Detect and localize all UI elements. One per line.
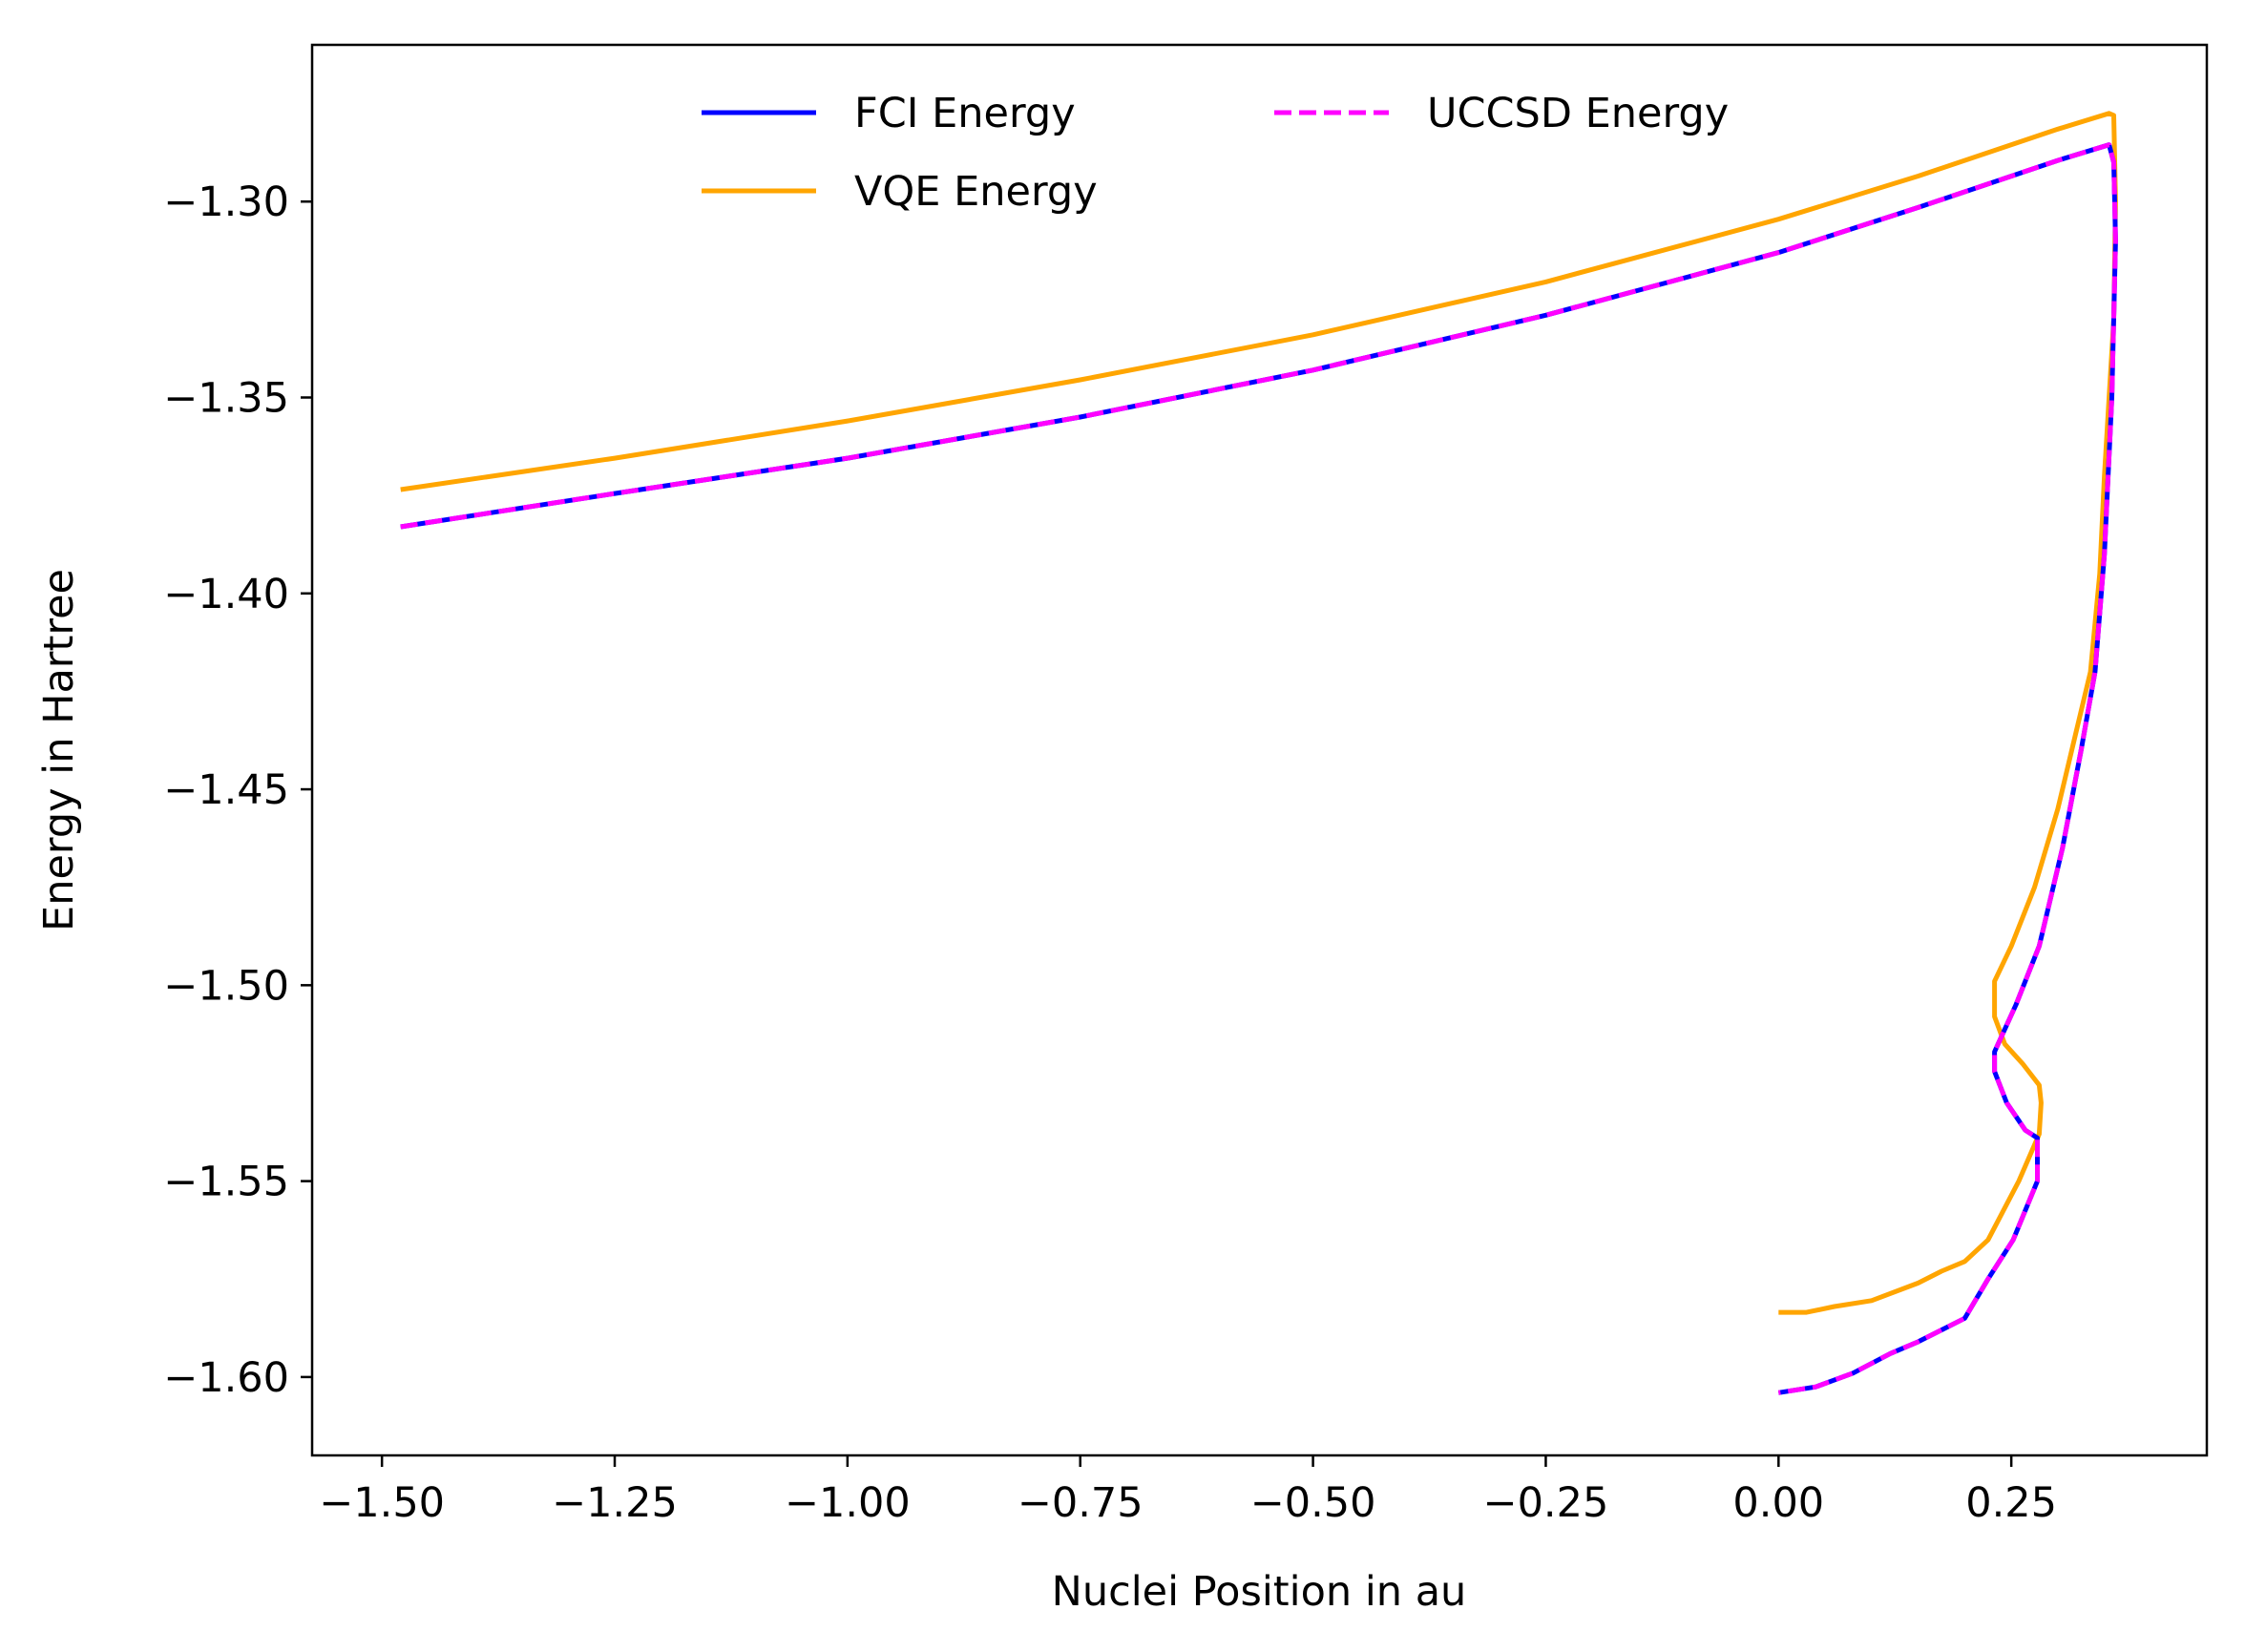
y-axis-label: Energy in Hartree [35, 569, 83, 931]
series-line-uccsd-energy [400, 142, 2118, 1395]
x-tick-label: −0.25 [1483, 1479, 1609, 1527]
y-tick-label: −1.45 [163, 766, 289, 814]
x-tick-label: −0.75 [1018, 1479, 1143, 1527]
y-tick-label: −1.30 [163, 178, 289, 226]
x-tick-label: −1.00 [785, 1479, 911, 1527]
legend-label: VQE Energy [854, 168, 1098, 216]
y-axis: −1.30 −1.35 −1.40 −1.45 −1.50 −1.55 −1.60 [163, 178, 312, 1402]
y-tick-label: −1.40 [163, 571, 289, 618]
plot-frame [310, 43, 2209, 1457]
legend-label: FCI Energy [854, 90, 1076, 137]
y-tick-label: −1.55 [163, 1159, 289, 1206]
legend-label: UCCSD Energy [1427, 90, 1729, 137]
series-line-vqe-energy [400, 111, 2118, 1315]
y-tick-label: −1.60 [163, 1354, 289, 1402]
y-tick-label: −1.35 [163, 375, 289, 423]
x-tick-label: −0.50 [1250, 1479, 1376, 1527]
x-axis: −1.50 −1.25 −1.00 −0.75 −0.50 −0.25 0.00 0.25 [319, 1455, 2057, 1527]
x-tick-label: −1.50 [319, 1479, 445, 1527]
plot-area [400, 111, 2118, 1395]
legend: FCI Energy VQE Energy UCCSD Energy [702, 90, 1729, 216]
x-tick-label: 0.25 [1965, 1479, 2057, 1527]
x-tick-label: −1.25 [552, 1479, 678, 1527]
x-tick-label: 0.00 [1732, 1479, 1824, 1527]
y-tick-label: −1.50 [163, 962, 289, 1010]
x-axis-label: Nuclei Position in au [1052, 1568, 1467, 1616]
